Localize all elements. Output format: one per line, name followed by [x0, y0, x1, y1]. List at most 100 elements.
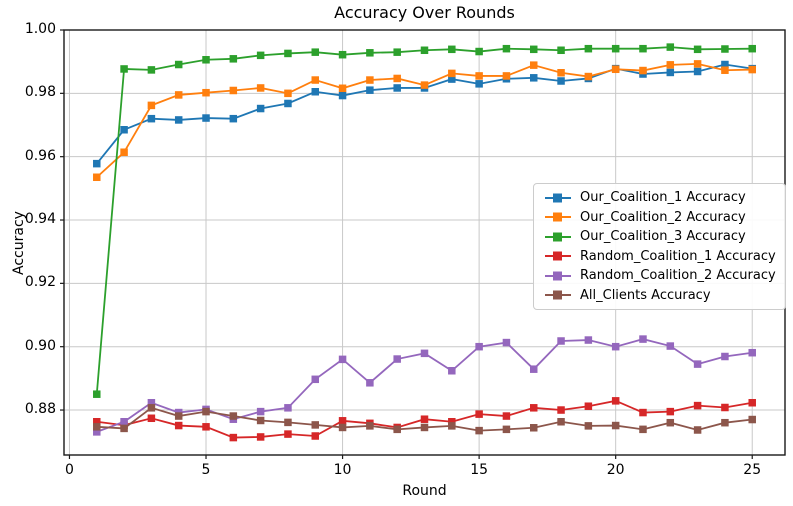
- data-marker-0: [229, 114, 238, 123]
- data-marker-0: [147, 114, 156, 123]
- data-marker-1: [557, 69, 565, 77]
- legend-line-square-icon: [545, 193, 571, 203]
- data-marker-3: [584, 402, 593, 410]
- data-marker-4: [639, 335, 647, 343]
- legend-line-square-icon: [545, 271, 571, 281]
- series-line-1: [96, 62, 753, 178]
- data-marker-1: [174, 91, 183, 99]
- data-marker-5: [666, 418, 675, 427]
- data-marker-5: [475, 426, 483, 435]
- legend-label: All_Clients Accuracy: [580, 287, 711, 303]
- legend: Our_Coalition_1 Accuracy Our_Coalition_2…: [533, 183, 786, 310]
- legend-line-square-icon: [545, 232, 571, 242]
- legend-label: Random_Coalition_1 Accuracy: [580, 248, 776, 264]
- data-marker-1: [529, 61, 538, 69]
- data-marker-2: [666, 43, 675, 51]
- data-marker-4: [748, 348, 756, 357]
- data-marker-2: [584, 44, 593, 53]
- data-marker-1: [338, 84, 347, 93]
- data-marker-5: [721, 418, 729, 427]
- data-marker-1: [420, 81, 429, 89]
- data-marker-0: [174, 116, 183, 124]
- data-marker-0: [393, 84, 401, 92]
- y-tick-label: 0.90: [24, 337, 56, 354]
- data-marker-4: [284, 404, 292, 412]
- data-marker-4: [448, 367, 456, 375]
- data-marker-2: [120, 65, 128, 73]
- data-marker-5: [420, 423, 429, 432]
- data-marker-0: [366, 86, 374, 94]
- data-marker-1: [475, 72, 483, 80]
- y-tick-label: 0.96: [24, 147, 56, 164]
- data-marker-0: [557, 77, 565, 85]
- data-marker-2: [420, 46, 429, 55]
- data-marker-4: [611, 342, 620, 351]
- legend-item: Our_Coalition_3 Accuracy: [543, 227, 776, 247]
- data-marker-4: [502, 338, 511, 347]
- legend-item: All_Clients Accuracy: [543, 286, 776, 306]
- x-tick-label: 5: [201, 462, 211, 478]
- data-marker-5: [693, 426, 702, 434]
- data-marker-2: [475, 47, 483, 56]
- data-marker-3: [311, 432, 320, 440]
- data-marker-2: [256, 51, 265, 60]
- data-marker-4: [666, 342, 675, 350]
- data-marker-2: [202, 56, 210, 64]
- chart-title: Accuracy Over Rounds: [334, 3, 515, 22]
- data-marker-0: [475, 80, 483, 88]
- data-marker-5: [448, 422, 456, 430]
- data-marker-3: [93, 417, 101, 426]
- data-marker-1: [120, 148, 128, 156]
- data-marker-5: [284, 418, 292, 427]
- data-marker-1: [721, 66, 729, 74]
- data-marker-1: [639, 66, 647, 75]
- data-marker-2: [693, 45, 702, 54]
- x-axis-label: Round: [402, 483, 447, 499]
- data-marker-4: [147, 398, 156, 407]
- data-marker-0: [721, 60, 729, 69]
- data-marker-0: [338, 91, 347, 100]
- data-marker-4: [338, 355, 347, 364]
- data-marker-0: [311, 88, 320, 96]
- data-marker-5: [639, 425, 647, 434]
- legend-label: Our_Coalition_3 Accuracy: [580, 229, 746, 245]
- legend-item: Our_Coalition_1 Accuracy: [543, 188, 776, 208]
- data-marker-4: [475, 342, 483, 351]
- data-marker-2: [502, 44, 511, 53]
- data-marker-0: [693, 67, 702, 76]
- data-marker-5: [338, 423, 347, 432]
- data-marker-1: [584, 72, 593, 81]
- data-marker-1: [666, 61, 675, 69]
- data-marker-5: [584, 422, 593, 430]
- data-marker-5: [529, 424, 538, 432]
- data-marker-2: [147, 66, 156, 74]
- x-tick-label: 10: [333, 462, 352, 478]
- data-marker-1: [502, 72, 511, 80]
- data-marker-3: [229, 433, 238, 442]
- data-marker-4: [721, 352, 729, 361]
- data-marker-1: [611, 65, 620, 74]
- legend-label: Our_Coalition_2 Accuracy: [580, 209, 746, 225]
- data-marker-1: [147, 101, 156, 110]
- y-tick-label: 0.94: [24, 211, 56, 227]
- x-tick-label: 0: [64, 462, 74, 478]
- data-marker-5: [393, 425, 401, 434]
- data-marker-3: [475, 410, 483, 418]
- data-marker-0: [93, 159, 101, 168]
- data-marker-5: [256, 416, 265, 425]
- y-tick-label: 0.92: [24, 274, 56, 291]
- x-tick-label: 15: [470, 462, 489, 478]
- data-marker-5: [174, 412, 183, 420]
- data-marker-1: [256, 84, 265, 92]
- data-marker-5: [147, 404, 156, 412]
- data-marker-2: [338, 50, 347, 59]
- data-marker-3: [420, 415, 429, 423]
- data-marker-1: [93, 173, 101, 182]
- data-marker-3: [639, 408, 647, 417]
- legend-item: Our_Coalition_2 Accuracy: [543, 208, 776, 228]
- x-tick-label: 20: [606, 462, 625, 478]
- data-marker-3: [284, 430, 292, 438]
- data-marker-4: [366, 379, 374, 387]
- data-marker-3: [529, 404, 538, 412]
- data-marker-5: [366, 422, 374, 430]
